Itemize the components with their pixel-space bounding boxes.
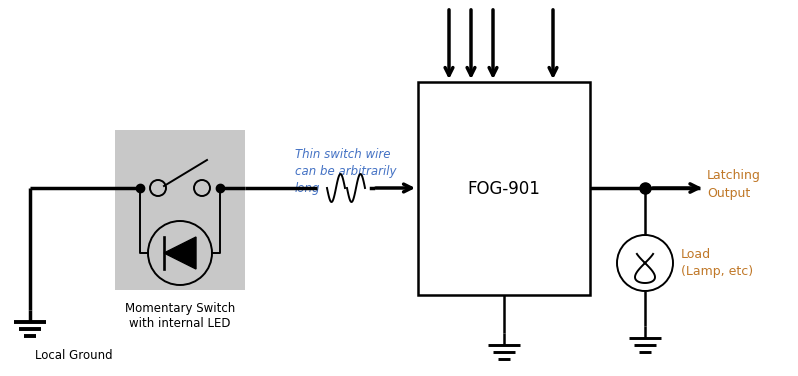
FancyBboxPatch shape	[418, 82, 590, 295]
Text: Local Ground: Local Ground	[35, 349, 113, 362]
Text: Enables (x3): Enables (x3)	[432, 0, 510, 2]
Text: Latching
Output: Latching Output	[707, 168, 760, 200]
Text: Momentary Switch
with internal LED: Momentary Switch with internal LED	[124, 302, 235, 330]
Text: Thin switch wire
can be arbitrarily
long: Thin switch wire can be arbitrarily long	[295, 148, 397, 195]
Polygon shape	[164, 237, 196, 269]
Text: Load
(Lamp, etc): Load (Lamp, etc)	[681, 247, 753, 279]
Text: +12V: +12V	[558, 0, 593, 2]
FancyBboxPatch shape	[115, 130, 245, 290]
Text: FOG-901: FOG-901	[468, 179, 540, 197]
